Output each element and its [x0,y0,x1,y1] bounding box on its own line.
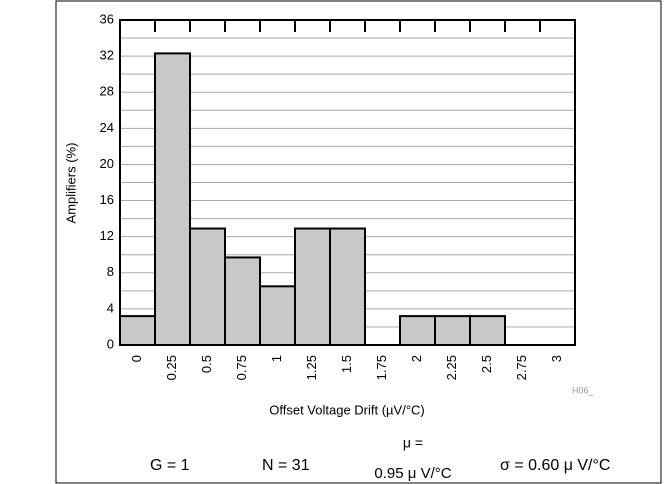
bar [189,227,226,347]
footer-mu-value: 0.95 μ V/°C [374,465,451,482]
x-tick-label: 2.25 [444,355,459,380]
bar [329,227,366,347]
x-tick-label: 0.5 [199,355,214,373]
bar [294,227,331,347]
x-tick-label: 3 [549,355,564,362]
footer-gain: G = 1 [150,457,190,474]
x-tick-label: 0.25 [164,355,179,380]
bar [259,285,296,347]
x-tick-label: 2.75 [514,355,529,380]
y-tick-label: 0 [107,336,114,351]
y-tick-label: 20 [100,156,114,171]
plot-border [119,19,576,346]
x-tick-label: 2 [409,355,424,362]
bar [434,315,471,347]
bar [224,256,261,346]
x-tick-label: 1.75 [374,355,389,380]
figure-id: H06_ [572,385,595,395]
x-tick-label: 1.25 [304,355,319,380]
y-tick-label: 8 [107,264,114,279]
y-tick-label: 28 [100,84,114,99]
x-tick-label: 1 [269,355,284,362]
x-tick-label: 1.5 [339,355,354,373]
bar [399,315,436,347]
y-tick-label: 4 [107,300,114,315]
y-tick-label: 12 [100,228,114,243]
bar [469,315,506,347]
footer-mu: μ = [403,435,423,451]
bar [119,315,156,347]
x-tick-label: 0.75 [234,355,249,380]
frame [55,0,662,484]
footer-sigma: σ = 0.60 μ V/°C [500,457,610,474]
y-tick-label: 24 [100,120,114,135]
y-tick-label: 32 [100,48,114,63]
x-tick-label: 0 [129,355,144,362]
y-axis-label: Amplifiers (%) [63,143,78,224]
x-axis-label: Offset Voltage Drift (µV/°C) [269,402,425,417]
bar [154,52,191,347]
y-tick-label: 16 [100,192,114,207]
footer-n: N = 31 [262,457,310,474]
x-tick-label: 2.5 [479,355,494,373]
y-tick-label: 36 [100,11,114,26]
